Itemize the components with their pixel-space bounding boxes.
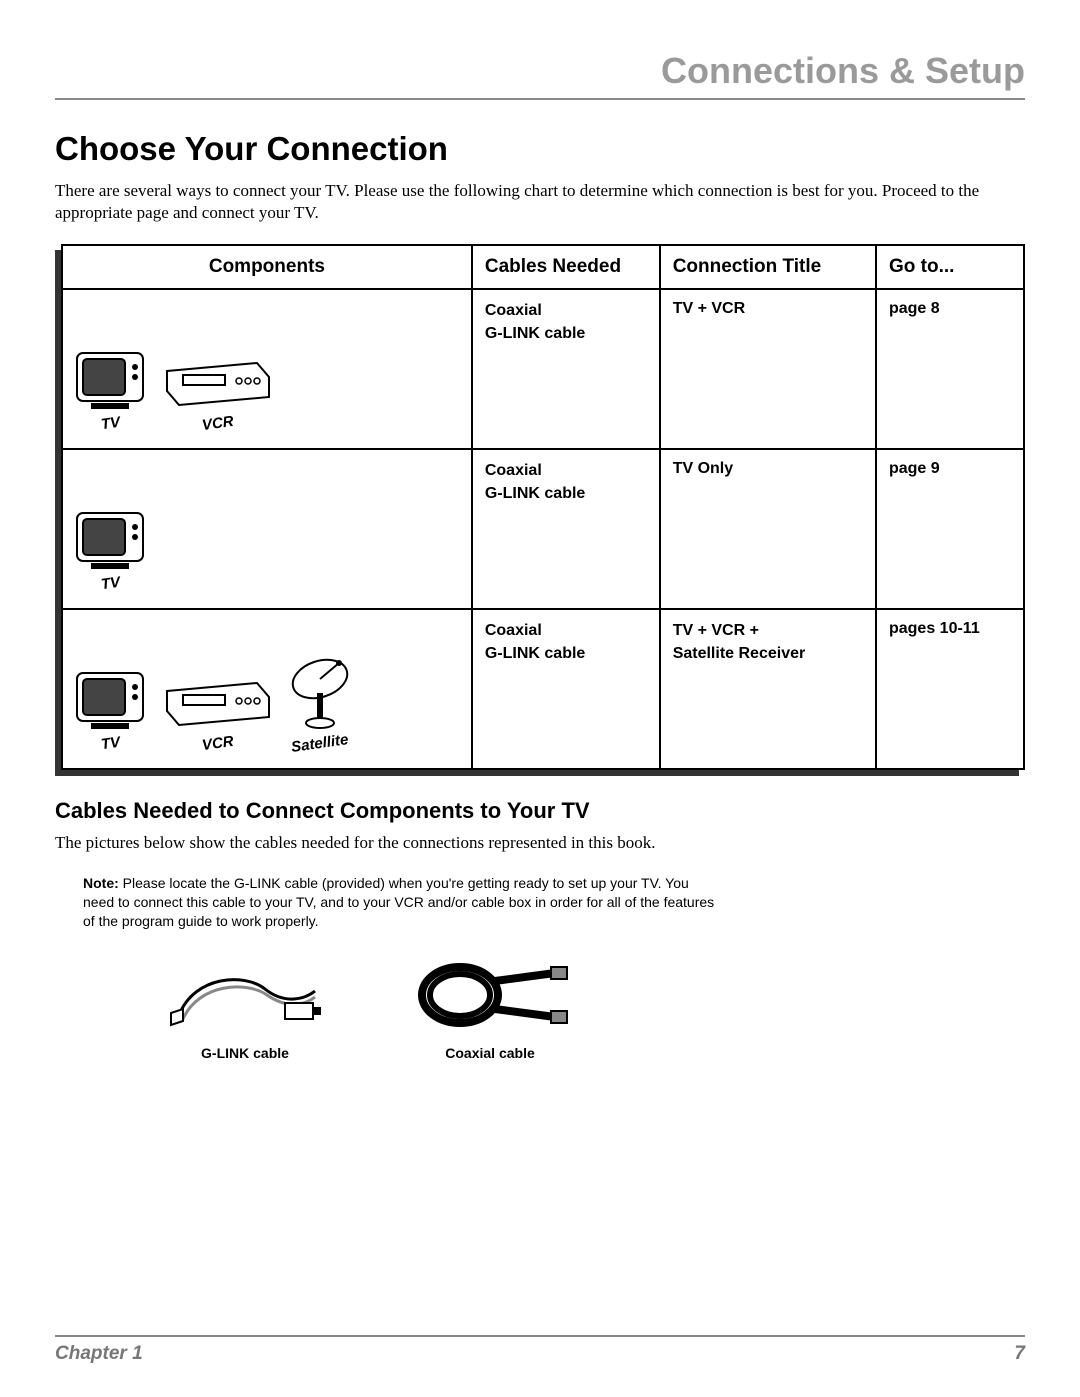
goto-cell: pages 10-11 xyxy=(876,609,1024,769)
component-row: TV xyxy=(71,466,463,592)
cables-cell: Coaxial G-LINK cable xyxy=(472,449,660,609)
component-vcr: VCR xyxy=(163,679,273,752)
page-header: Connections & Setup xyxy=(55,50,1025,100)
component-label: TV xyxy=(100,574,121,594)
component-label: VCR xyxy=(201,733,235,754)
tv-icon xyxy=(71,507,151,573)
header-title: Connections & Setup xyxy=(661,50,1025,91)
component-satellite: Satellite xyxy=(285,653,355,752)
component-label: TV xyxy=(100,414,121,434)
tv-icon xyxy=(71,347,151,413)
component-tv: TV xyxy=(71,667,151,752)
goto-cell: page 9 xyxy=(876,449,1024,609)
components-cell: TV VCR xyxy=(62,289,472,449)
col-components: Components xyxy=(62,245,472,289)
intro-paragraph: There are several ways to connect your T… xyxy=(55,180,1025,224)
glink-cable-icon xyxy=(165,955,325,1041)
table-header-row: Components Cables Needed Connection Titl… xyxy=(62,245,1024,289)
section-title: Choose Your Connection xyxy=(55,130,1025,168)
component-vcr: VCR xyxy=(163,359,273,432)
components-cell: TV VCR xyxy=(62,609,472,769)
cable-label: G-LINK cable xyxy=(165,1045,325,1061)
footer-chapter: Chapter 1 xyxy=(55,1343,143,1365)
connection-table-wrapper: Components Cables Needed Connection Titl… xyxy=(61,244,1025,770)
table-row: TV VCR xyxy=(62,609,1024,769)
title-cell: TV + VCR xyxy=(660,289,876,449)
component-label: TV xyxy=(100,734,121,754)
title-cell: TV + VCR + Satellite Receiver xyxy=(660,609,876,769)
col-cables: Cables Needed xyxy=(472,245,660,289)
table-row: TV VCR xyxy=(62,289,1024,449)
cables-cell: Coaxial G-LINK cable xyxy=(472,289,660,449)
component-row: TV VCR xyxy=(71,626,463,752)
component-tv: TV xyxy=(71,347,151,432)
satellite-icon xyxy=(285,653,355,733)
cable-line: Coaxial xyxy=(485,460,647,482)
col-title: Connection Title xyxy=(660,245,876,289)
page-footer: Chapter 1 7 xyxy=(55,1335,1025,1365)
coaxial-cable-icon xyxy=(405,955,575,1041)
cable-item-glink: G-LINK cable xyxy=(165,955,325,1061)
cable-line: Coaxial xyxy=(485,300,647,322)
cable-line: Coaxial xyxy=(485,620,647,642)
col-goto: Go to... xyxy=(876,245,1024,289)
component-tv: TV xyxy=(71,507,151,592)
subsection-title: Cables Needed to Connect Components to Y… xyxy=(55,798,1025,824)
subsection-intro: The pictures below show the cables neede… xyxy=(55,832,1025,854)
title-line: Satellite Receiver xyxy=(673,643,863,665)
cable-line: G-LINK cable xyxy=(485,643,647,665)
cable-line: G-LINK cable xyxy=(485,323,647,345)
note-box: Note: Please locate the G-LINK cable (pr… xyxy=(83,874,723,931)
table-row: TV Coaxial G-LINK cable TV Only page 9 xyxy=(62,449,1024,609)
component-row: TV VCR xyxy=(71,306,463,432)
page: Connections & Setup Choose Your Connecti… xyxy=(0,0,1080,1397)
tv-icon xyxy=(71,667,151,733)
component-label: Satellite xyxy=(290,731,349,756)
title-cell: TV Only xyxy=(660,449,876,609)
cable-illustrations: G-LINK cable Coaxial cable xyxy=(165,955,1025,1061)
component-label: VCR xyxy=(201,413,235,434)
cable-item-coaxial: Coaxial cable xyxy=(405,955,575,1061)
connection-table: Components Cables Needed Connection Titl… xyxy=(61,244,1025,770)
note-label: Note: xyxy=(83,875,119,891)
goto-cell: page 8 xyxy=(876,289,1024,449)
cable-line: G-LINK cable xyxy=(485,483,647,505)
vcr-icon xyxy=(163,359,273,413)
components-cell: TV xyxy=(62,449,472,609)
cable-label: Coaxial cable xyxy=(405,1045,575,1061)
note-text: Please locate the G-LINK cable (provided… xyxy=(83,875,714,929)
cables-cell: Coaxial G-LINK cable xyxy=(472,609,660,769)
footer-page: 7 xyxy=(1014,1343,1025,1365)
title-line: TV + VCR + xyxy=(673,620,863,642)
vcr-icon xyxy=(163,679,273,733)
